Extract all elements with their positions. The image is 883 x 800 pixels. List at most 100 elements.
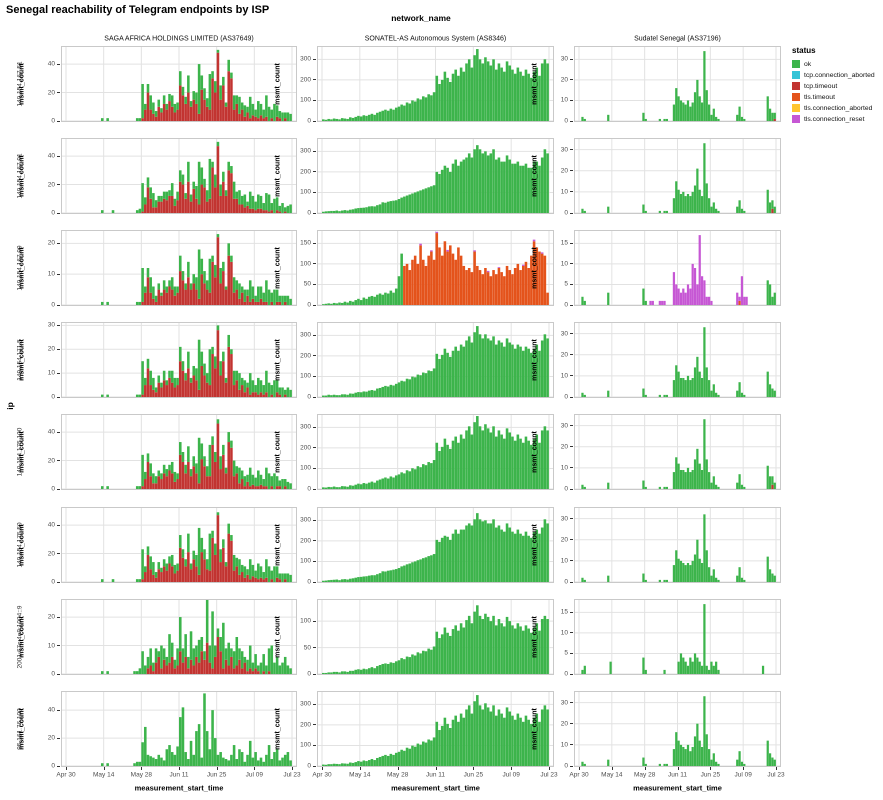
y-tick-mark <box>57 553 60 555</box>
y-tick-mark <box>570 446 573 448</box>
panel-r1-c3 <box>574 46 781 122</box>
y-tick-mark <box>570 744 573 746</box>
y-tick-mark <box>57 460 60 462</box>
y-tick-mark <box>570 283 573 285</box>
series-ok <box>322 605 549 674</box>
panel-r5-c2 <box>317 414 554 490</box>
y-tick-mark <box>313 375 316 377</box>
series-tls.timeout <box>738 300 741 305</box>
x-tick-mark <box>359 767 361 770</box>
series-ok <box>581 514 776 582</box>
y-tick-mark <box>570 765 573 767</box>
y-tick-mark <box>570 425 573 427</box>
series-ok <box>581 143 776 213</box>
y-tick-mark <box>313 171 316 173</box>
y-tick-mark <box>570 263 573 265</box>
series-ok <box>100 49 292 121</box>
y-tick-mark <box>57 242 60 244</box>
x-tick-mark <box>141 767 143 770</box>
series-tcp.timeout <box>141 330 287 397</box>
legend-title: status <box>792 46 816 55</box>
panel-r6-c3 <box>574 507 781 583</box>
y-tick-mark <box>57 63 60 65</box>
y-tick-mark <box>570 58 573 60</box>
panel-r3-c3 <box>574 230 781 306</box>
facet-row-axis-label: ip <box>5 402 15 410</box>
y-tick-mark <box>313 334 316 336</box>
y-tick-mark <box>570 652 573 654</box>
y-tick-mark <box>313 150 316 152</box>
y-tick-mark <box>570 488 573 490</box>
y-tick-mark <box>313 283 316 285</box>
legend-entries: ok tcp.connection_aborted tcp.timeout tls.t… <box>792 60 875 123</box>
y-tick-mark <box>313 99 316 101</box>
y-tick-mark <box>570 120 573 122</box>
legend-label: tls.timeout <box>804 93 835 101</box>
panel-r4-c3 <box>574 322 781 398</box>
panel-r4-c2 <box>317 322 554 398</box>
series-ok <box>100 325 292 397</box>
legend-entry: tcp.connection_aborted <box>792 71 875 79</box>
x-tick-mark <box>511 767 513 770</box>
y-tick-mark <box>57 396 60 398</box>
y-tick-mark <box>313 120 316 122</box>
series-tcp.timeout <box>146 637 271 674</box>
y-tick-mark <box>570 467 573 469</box>
panel-r4-c1 <box>61 322 297 398</box>
y-tick-mark <box>57 765 60 767</box>
series-tcp.timeout <box>141 146 287 213</box>
panel-r7-c3 <box>574 599 781 675</box>
x-tick-mark <box>549 767 550 770</box>
y-tick-mark <box>313 304 316 306</box>
y-tick-mark <box>570 212 573 214</box>
x-tick-mark <box>776 767 777 770</box>
y-tick-mark <box>570 99 573 101</box>
legend-swatch-icon <box>792 93 800 101</box>
x-tick-mark <box>435 767 437 770</box>
x-tick-mark <box>677 767 679 770</box>
panel-r1-c2 <box>317 46 554 122</box>
y-tick-mark <box>57 120 60 122</box>
series-ok <box>322 416 549 489</box>
series-ok <box>100 234 292 305</box>
x-tick-mark <box>579 767 580 770</box>
series-ok <box>581 696 776 766</box>
legend-swatch-icon <box>792 60 800 68</box>
series-ok <box>322 513 549 582</box>
series-ok <box>581 327 776 397</box>
y-tick-mark <box>313 581 316 583</box>
panel-r1-c1 <box>61 46 297 122</box>
legend-entry: tls.connection_aborted <box>792 104 875 112</box>
y-tick-mark <box>313 355 316 357</box>
y-tick-mark <box>313 703 316 705</box>
x-tick-mark <box>611 767 613 770</box>
x-tick-mark <box>66 767 67 770</box>
series-tcp.timeout <box>141 515 287 582</box>
legend-entry: tls.connection_reset <box>792 115 875 123</box>
panel-r8-c3 <box>574 691 781 767</box>
y-tick-mark <box>313 724 316 726</box>
y-tick-mark <box>570 611 573 613</box>
series-ok <box>581 419 776 489</box>
y-tick-mark <box>313 673 316 675</box>
y-tick-mark <box>57 324 60 326</box>
y-tick-mark <box>57 431 60 433</box>
legend-swatch-icon <box>792 82 800 90</box>
x-tick-mark <box>644 767 646 770</box>
y-tick-mark <box>313 647 316 649</box>
legend-label: tls.connection_aborted <box>804 104 873 112</box>
x-tick-mark <box>473 767 475 770</box>
y-tick-mark <box>570 396 573 398</box>
panel-r6-c1 <box>61 507 297 583</box>
y-tick-mark <box>570 560 573 562</box>
x-tick-mark <box>103 767 105 770</box>
series-tcp.timeout <box>771 208 774 213</box>
y-tick-mark <box>313 620 316 622</box>
y-tick-mark <box>313 263 316 265</box>
y-tick-mark <box>570 581 573 583</box>
x-tick-mark <box>710 767 712 770</box>
y-tick-mark <box>570 632 573 634</box>
x-tick-mark <box>179 767 180 770</box>
y-tick-mark <box>57 524 60 526</box>
panel-r7-c1 <box>61 599 297 675</box>
